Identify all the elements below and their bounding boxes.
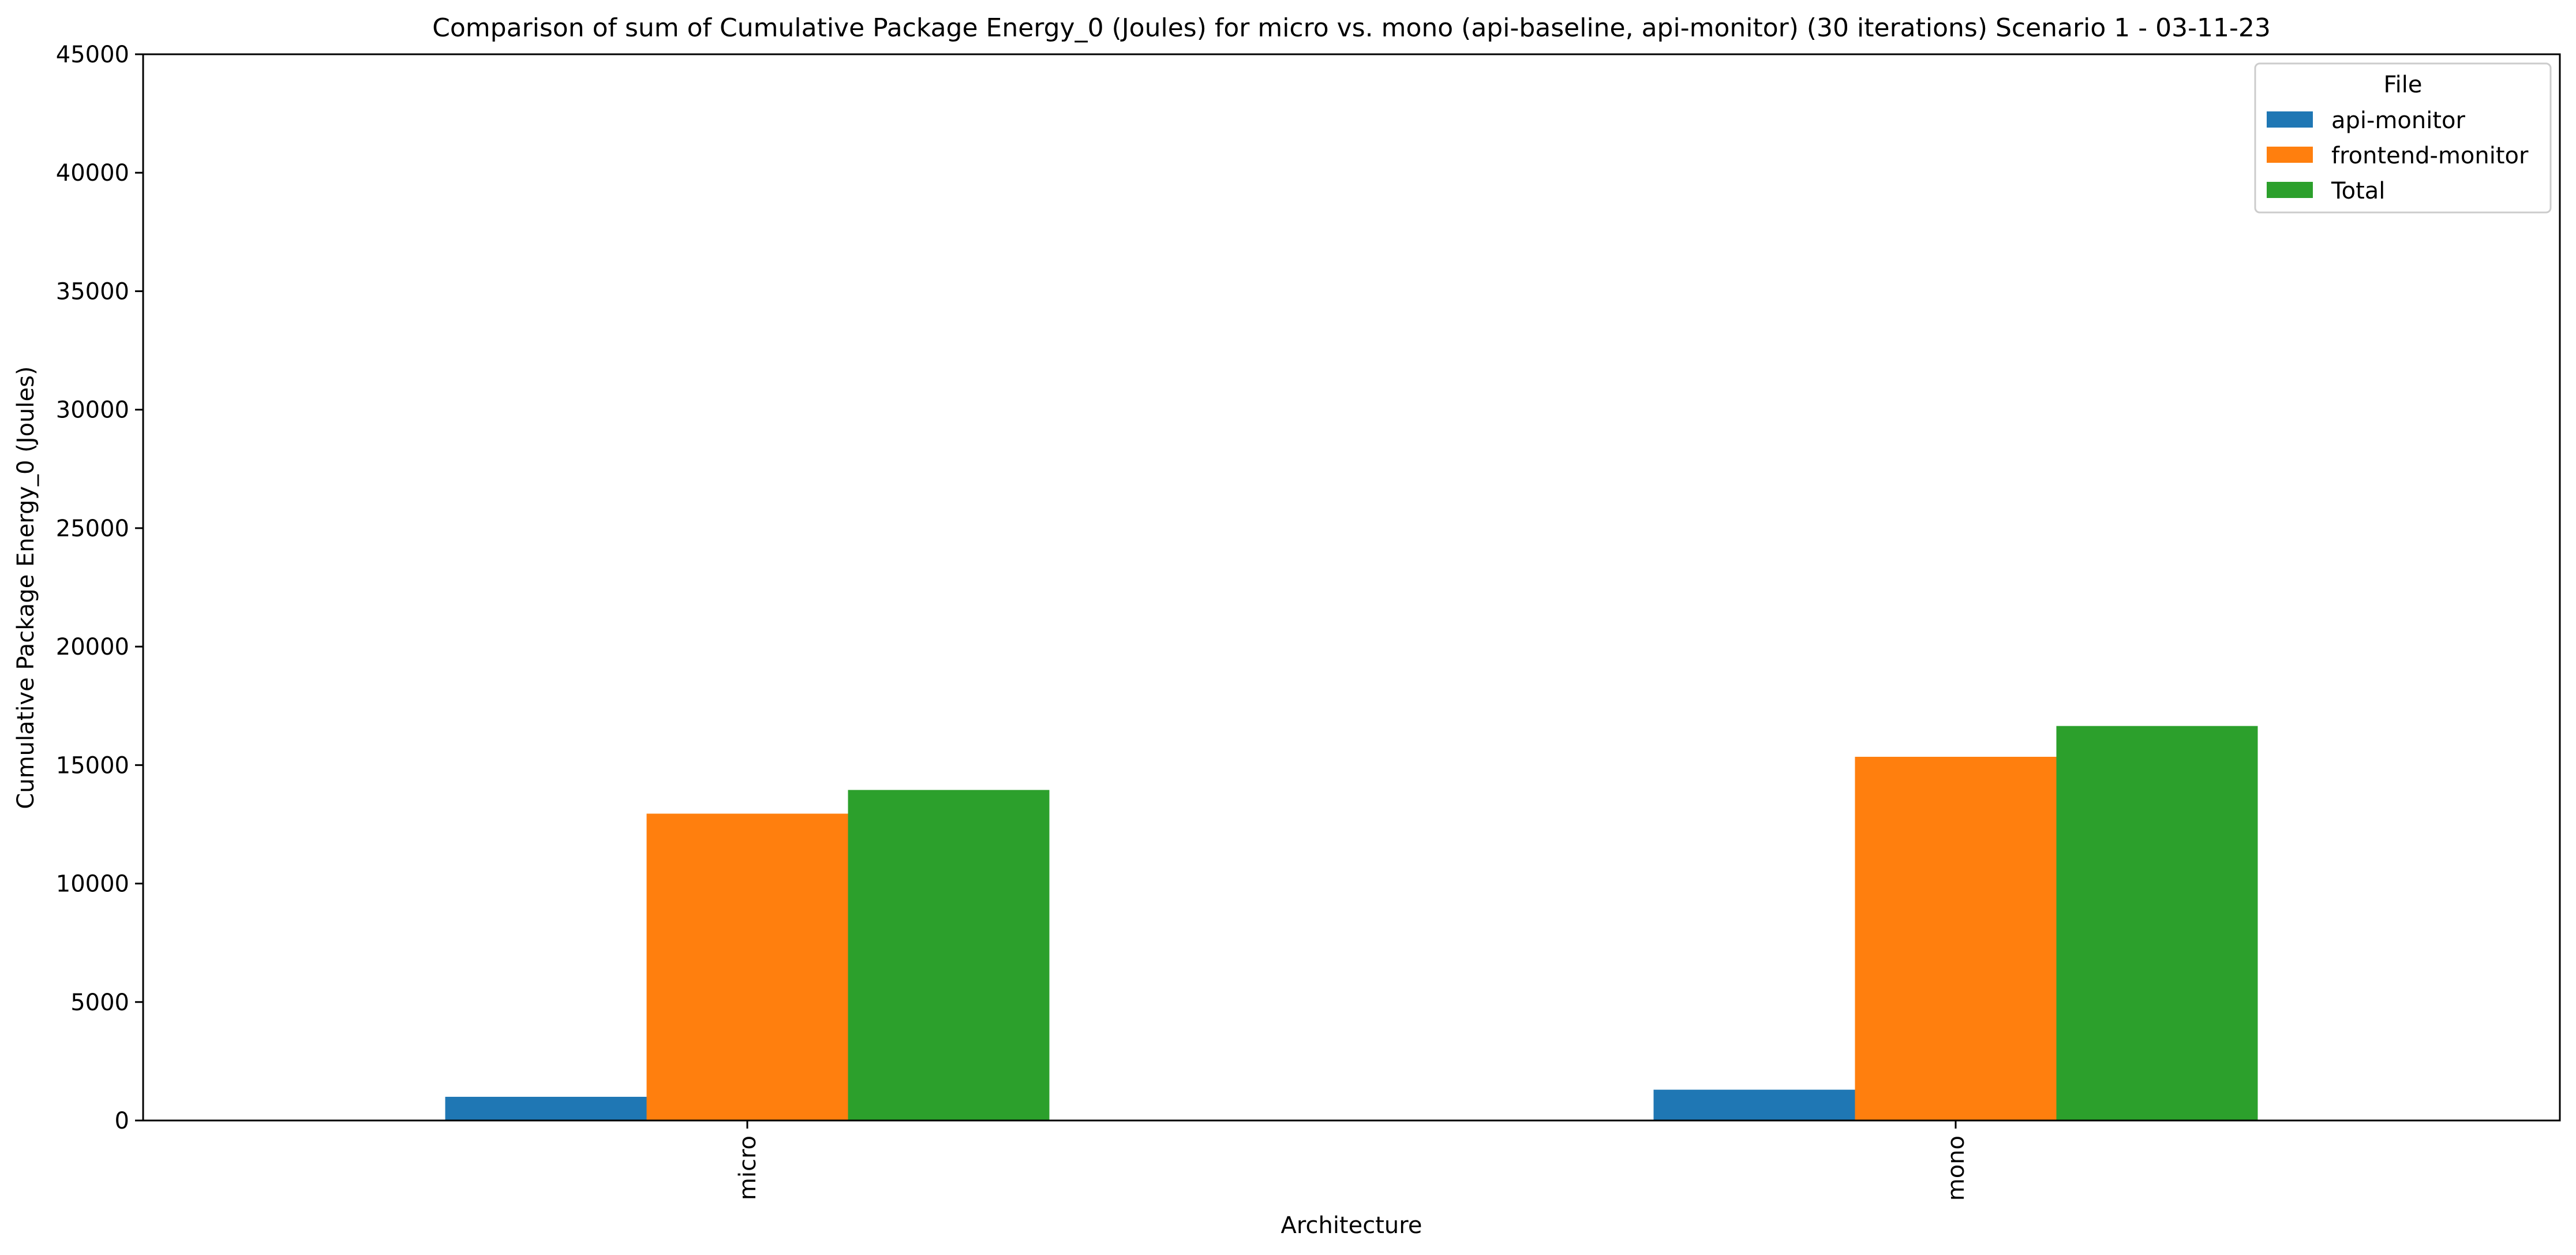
legend-title: File <box>2384 72 2423 98</box>
y-tick-label: 35000 <box>56 278 129 305</box>
y-tick-label: 5000 <box>70 989 129 1016</box>
y-axis-ticks: 0 5000 10000 15000 20000 25000 30000 35000 40000… <box>56 42 143 1134</box>
bar-total-mono <box>2056 726 2258 1120</box>
legend-label: Total <box>2331 178 2385 204</box>
y-tick-label: 10000 <box>56 871 129 898</box>
y-tick-label: 30000 <box>56 397 129 424</box>
bar-frontend-monitor-mono <box>1855 756 2057 1120</box>
plot-area-frame <box>142 53 2561 1122</box>
y-tick-label: 20000 <box>56 634 129 660</box>
legend: File api-monitor frontend-monitor Total <box>2254 62 2552 214</box>
bar-series <box>445 726 2258 1120</box>
legend-entries: api-monitor frontend-monitor Total <box>2267 107 2529 204</box>
legend-label: api-monitor <box>2331 107 2466 134</box>
legend-swatch <box>2267 147 2313 163</box>
legend-box <box>2254 62 2552 214</box>
x-axis-ticks: micro mono <box>735 1120 1970 1201</box>
bar-frontend-monitor-micro <box>646 813 848 1120</box>
y-tick-label: 40000 <box>56 160 129 186</box>
bar-api-monitor-micro <box>445 1096 647 1120</box>
y-tick-label: 45000 <box>56 42 129 68</box>
x-tick-label-mono: mono <box>1943 1136 1970 1201</box>
legend-swatch <box>2267 182 2313 198</box>
y-axis-label: Cumulative Package Energy_0 (Joules) <box>13 366 39 809</box>
legend-swatch <box>2267 111 2313 128</box>
x-tick-label-micro: micro <box>735 1136 761 1200</box>
x-axis-label: Architecture <box>1281 1212 1422 1239</box>
y-tick-label: 25000 <box>56 516 129 542</box>
bar-total-micro <box>848 790 1050 1120</box>
bar-api-monitor-mono <box>1653 1089 1855 1120</box>
chart-title: Comparison of sum of Cumulative Package … <box>432 13 2271 43</box>
y-tick-label: 0 <box>115 1108 129 1134</box>
y-tick-label: 15000 <box>56 752 129 779</box>
legend-label: frontend-monitor <box>2331 143 2529 169</box>
